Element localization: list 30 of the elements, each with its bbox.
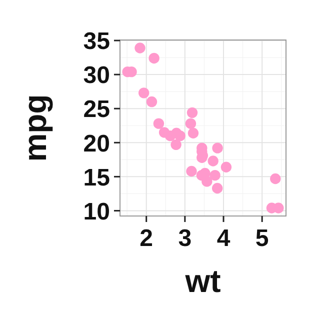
point [138, 88, 150, 98]
point [146, 96, 158, 108]
point [270, 173, 281, 184]
y-tick-label: 35 [83, 28, 110, 56]
x-tick-label: 5 [255, 225, 269, 252]
point [134, 42, 146, 54]
point [153, 118, 164, 129]
y-tick-label: 15 [83, 164, 110, 192]
y-tick-label: 25 [83, 96, 110, 124]
y-tick-label: 20 [83, 130, 110, 158]
y-tick-label: 10 [83, 198, 110, 226]
point [186, 107, 198, 118]
x-tick-label: 4 [216, 225, 231, 252]
point [220, 162, 232, 172]
x-tick-label: 2 [140, 225, 154, 252]
point [185, 118, 196, 129]
point [171, 128, 182, 138]
y-axis-title: mpg [17, 94, 53, 162]
x-tick-label: 3 [178, 225, 192, 252]
point [188, 128, 199, 138]
point [212, 182, 223, 194]
point [210, 170, 220, 181]
point [212, 142, 223, 154]
point [148, 52, 160, 64]
point [158, 127, 170, 138]
point [186, 166, 197, 177]
point [170, 139, 182, 150]
point [208, 156, 218, 166]
y-tick-label: 30 [83, 62, 110, 90]
x-axis-title: wt [184, 263, 222, 299]
